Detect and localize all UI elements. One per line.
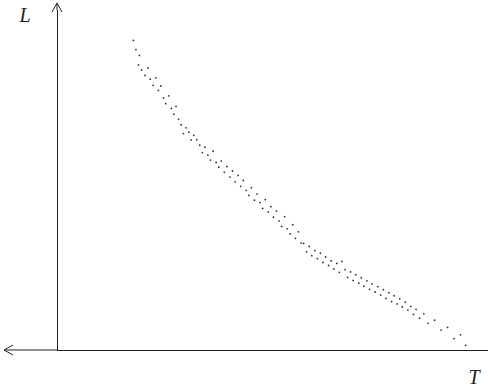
svg-text:L: L — [18, 4, 30, 26]
svg-text:T: T — [468, 366, 481, 388]
